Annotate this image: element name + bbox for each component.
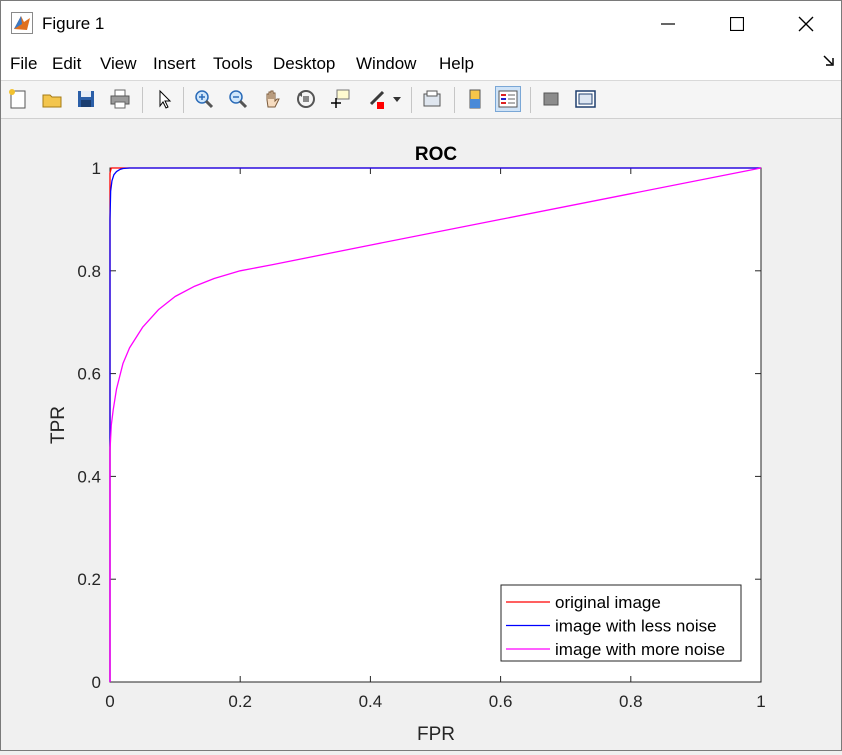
rotate-3d-icon xyxy=(297,90,315,108)
figure-canvas: 0 0.2 0.4 0.6 0.8 1 0 0.2 0.4 0.6 0.8 1 ROC FPR TP… xyxy=(1,119,841,750)
y-tick-label: 0.8 xyxy=(77,262,101,281)
y-tick-label: 0.2 xyxy=(77,570,101,589)
rotate-3d-button[interactable] xyxy=(293,86,319,112)
print-icon xyxy=(110,89,130,109)
hide-plot-tools-button[interactable] xyxy=(538,86,564,112)
zoom-out-icon xyxy=(229,90,248,109)
link-plot-icon xyxy=(423,90,441,107)
x-tick-label: 0.2 xyxy=(228,692,252,711)
print-button[interactable] xyxy=(107,86,133,112)
close-button[interactable] xyxy=(771,1,841,46)
x-tick-label: 1 xyxy=(756,692,765,711)
new-figure-icon xyxy=(9,89,26,109)
open-file-button[interactable] xyxy=(39,86,65,112)
menu-help[interactable]: Help xyxy=(439,54,474,73)
toolbar-separator xyxy=(183,87,184,113)
x-tick-label: 0.4 xyxy=(359,692,383,711)
x-axis-ticks: 0 0.2 0.4 0.6 0.8 1 xyxy=(105,168,766,711)
menu-desktop[interactable]: Desktop xyxy=(273,54,336,73)
insert-legend-button[interactable] xyxy=(495,86,521,112)
title-bar[interactable]: Figure 1 xyxy=(1,1,841,46)
toolbar-separator xyxy=(530,87,531,113)
toolbar-separator xyxy=(411,87,412,113)
minimize-button[interactable] xyxy=(633,1,703,46)
y-axis-label: TPR xyxy=(48,406,69,444)
legend-entry-label: original image xyxy=(555,593,661,612)
data-cursor-button[interactable] xyxy=(327,86,353,112)
minimize-icon xyxy=(661,22,675,25)
menu-edit[interactable]: Edit xyxy=(52,54,82,73)
x-tick-label: 0.8 xyxy=(619,692,643,711)
menu-tools[interactable]: Tools xyxy=(213,54,253,73)
menu-insert[interactable]: Insert xyxy=(153,54,196,73)
pointer-button[interactable] xyxy=(151,86,177,112)
show-plot-tools-button[interactable] xyxy=(572,86,598,112)
close-icon xyxy=(798,16,814,31)
save-icon xyxy=(78,91,94,107)
series-line-image-with-less-noise xyxy=(109,167,761,682)
zoom-out-button[interactable] xyxy=(225,86,251,112)
data-cursor-icon xyxy=(331,89,350,108)
series-line-image-with-more-noise xyxy=(109,167,762,682)
menu-view[interactable]: View xyxy=(100,54,137,73)
pointer-icon xyxy=(159,89,172,109)
y-tick-label: 1 xyxy=(92,159,101,178)
pan-icon xyxy=(266,90,280,108)
y-tick-label: 0 xyxy=(92,673,101,692)
legend-entry-label: image with less noise xyxy=(555,617,717,636)
brush-dropdown-button[interactable] xyxy=(390,86,404,112)
pan-button[interactable] xyxy=(259,86,285,112)
window-title: Figure 1 xyxy=(42,14,105,33)
toolbar-separator xyxy=(454,87,455,113)
x-axis-label: FPR xyxy=(417,724,455,745)
x-tick-label: 0.6 xyxy=(489,692,513,711)
open-file-icon xyxy=(42,94,62,108)
series-layer xyxy=(109,167,762,682)
zoom-in-button[interactable] xyxy=(191,86,217,112)
brush-button[interactable] xyxy=(363,86,389,112)
x-tick-label: 0 xyxy=(105,692,114,711)
toolbar-separator xyxy=(142,87,143,113)
insert-colorbar-icon xyxy=(469,89,481,109)
zoom-in-icon xyxy=(195,90,214,109)
save-button[interactable] xyxy=(73,86,99,112)
new-figure-button[interactable] xyxy=(5,86,31,112)
figure-toolbar xyxy=(1,81,841,119)
chevron-down-icon xyxy=(393,97,401,102)
y-axis-ticks: 0 0.2 0.4 0.6 0.8 1 xyxy=(77,159,761,692)
matlab-logo-icon xyxy=(11,12,33,34)
y-tick-label: 0.4 xyxy=(77,467,101,486)
legend[interactable]: original image image with less noise image… xyxy=(500,584,742,662)
y-tick-label: 0.6 xyxy=(77,365,101,384)
menu-window[interactable]: Window xyxy=(356,54,417,73)
insert-colorbar-button[interactable] xyxy=(462,86,488,112)
hide-plot-tools-icon xyxy=(543,92,559,106)
show-plot-tools-icon xyxy=(575,90,596,108)
menu-file[interactable]: File xyxy=(10,54,38,73)
roc-plot[interactable]: 0 0.2 0.4 0.6 0.8 1 0 0.2 0.4 0.6 0.8 1 ROC FPR TP… xyxy=(1,119,841,750)
link-plot-button[interactable] xyxy=(419,86,445,112)
menu-bar: File Edit View Insert Tools Desktop Wind… xyxy=(1,46,841,81)
insert-legend-icon xyxy=(498,90,518,108)
legend-box xyxy=(500,584,742,662)
chart-title: ROC xyxy=(415,144,458,165)
maximize-icon xyxy=(730,16,744,31)
brush-icon xyxy=(369,90,385,109)
legend-entry-label: image with more noise xyxy=(555,640,725,659)
maximize-button[interactable] xyxy=(702,1,772,46)
dock-arrow-icon[interactable] xyxy=(823,55,835,67)
